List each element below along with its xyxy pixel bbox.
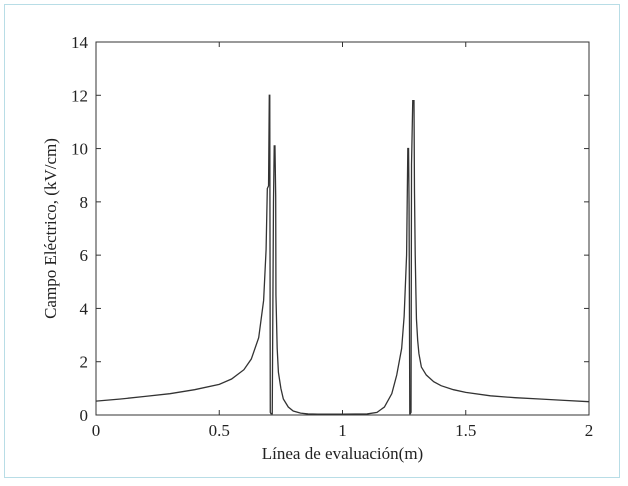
x-tick-label: 2	[585, 421, 594, 440]
x-tick-label: 0.5	[209, 421, 230, 440]
y-tick-label: 10	[71, 140, 88, 159]
y-tick-label: 12	[71, 86, 88, 105]
y-tick-label: 0	[80, 406, 89, 425]
y-tick-label: 6	[80, 246, 89, 265]
series-line	[95, 94, 590, 415]
x-tick-label: 1.5	[455, 421, 476, 440]
y-tick-label: 14	[71, 33, 89, 52]
y-tick-label: 2	[80, 353, 89, 372]
axis-tick-labels: 0 0.5 1 1.5 2 0 2 4 6 8 10 12 14	[71, 33, 593, 440]
axis-ticks	[95, 41, 590, 416]
plot-area	[95, 41, 590, 416]
y-tick-label: 8	[80, 193, 89, 212]
y-tick-label: 4	[80, 299, 89, 318]
x-tick-label: 1	[338, 421, 347, 440]
x-tick-label: 0	[92, 421, 101, 440]
y-axis-label: Campo Eléctrico, (kV/cm)	[41, 138, 60, 319]
x-axis-label: Línea de evaluación(m)	[262, 444, 423, 463]
